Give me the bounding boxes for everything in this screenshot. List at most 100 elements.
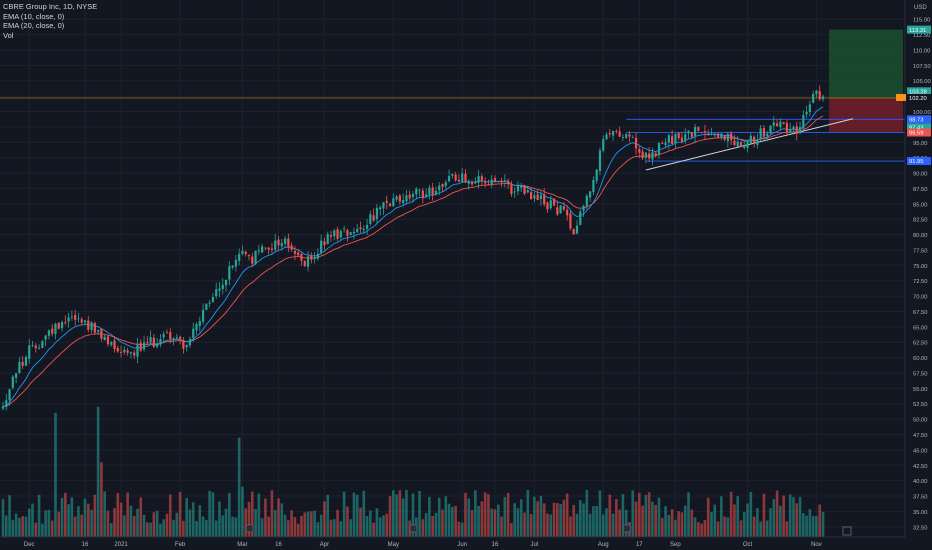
candle bbox=[598, 147, 602, 176]
volume-bar bbox=[552, 502, 556, 537]
volume-bar bbox=[474, 490, 477, 537]
candle-body bbox=[346, 230, 349, 237]
candle-body bbox=[713, 133, 716, 136]
candle-body bbox=[274, 240, 277, 250]
candle-body bbox=[136, 343, 139, 357]
candle-body bbox=[657, 143, 661, 155]
volume-bar bbox=[608, 494, 612, 537]
candle bbox=[516, 181, 520, 195]
grid bbox=[0, 0, 905, 537]
volume-bar bbox=[782, 495, 785, 537]
candle bbox=[320, 234, 323, 256]
volume-bar bbox=[244, 508, 248, 537]
candle bbox=[411, 191, 415, 203]
candle-body bbox=[618, 131, 621, 137]
candle bbox=[280, 238, 283, 251]
candle bbox=[661, 140, 664, 145]
candle-body bbox=[736, 141, 739, 147]
volume-bar bbox=[444, 496, 448, 537]
candle bbox=[74, 309, 77, 326]
candle bbox=[474, 177, 477, 185]
candle bbox=[562, 202, 565, 212]
volume-bar bbox=[421, 519, 425, 537]
candle bbox=[648, 146, 651, 162]
volume-bar bbox=[454, 505, 457, 537]
candle bbox=[156, 337, 159, 349]
candle bbox=[165, 329, 169, 334]
legend-ema20[interactable]: EMA (20, close, 0) bbox=[3, 21, 65, 30]
candle-body bbox=[231, 265, 234, 268]
candle bbox=[379, 205, 382, 216]
volume-bar bbox=[559, 503, 562, 537]
candle bbox=[41, 339, 44, 349]
volume-bar bbox=[595, 506, 598, 537]
candle-body bbox=[779, 121, 782, 128]
volume-bar bbox=[313, 510, 316, 537]
candle bbox=[739, 141, 743, 148]
volume-bar bbox=[736, 496, 740, 537]
volume-bar bbox=[116, 492, 120, 537]
volume-bar bbox=[283, 514, 287, 537]
candle-body bbox=[205, 303, 208, 310]
volume-bar bbox=[346, 506, 349, 537]
volume-bar bbox=[821, 511, 825, 537]
legend-symbol[interactable]: CBRE Group Inc, 1D, NYSE bbox=[3, 2, 98, 11]
candle-body bbox=[11, 376, 14, 388]
volume-bar bbox=[772, 499, 776, 537]
price-tag-label: 91.95 bbox=[909, 159, 924, 165]
candle-body bbox=[457, 179, 461, 182]
candle-body bbox=[772, 122, 775, 126]
candle-body bbox=[369, 214, 372, 224]
volume-bar bbox=[447, 503, 451, 537]
candle-body bbox=[549, 200, 552, 209]
price-tag-bg bbox=[907, 123, 931, 132]
volume-bar bbox=[349, 519, 352, 537]
candle-body bbox=[280, 242, 283, 247]
volume-bar bbox=[96, 406, 100, 537]
time-axis: Dec 16 2021 Feb Mar 16 Apr May Jun 16 Jul Aug 17 Sep O… bbox=[0, 536, 932, 550]
time-tick: Nov bbox=[811, 542, 822, 548]
volume-bar bbox=[703, 519, 707, 537]
candle-body bbox=[782, 122, 785, 124]
price-tick: 70.00 bbox=[913, 295, 928, 301]
legend-vol[interactable]: Vol bbox=[3, 30, 14, 40]
candle-body bbox=[664, 142, 667, 146]
candle-body bbox=[543, 194, 546, 205]
candle bbox=[44, 334, 47, 347]
candle bbox=[782, 121, 785, 125]
volume-bar bbox=[254, 509, 257, 537]
volume-bar bbox=[437, 497, 441, 537]
candle-body bbox=[470, 182, 474, 185]
candle bbox=[211, 292, 215, 303]
candle-body bbox=[195, 323, 198, 331]
candle bbox=[87, 315, 90, 333]
volume-bar bbox=[103, 491, 106, 537]
candle bbox=[507, 178, 510, 189]
candle bbox=[297, 249, 300, 256]
candle-body bbox=[123, 349, 126, 353]
price-tick: 37.50 bbox=[913, 495, 928, 501]
candle bbox=[625, 133, 628, 140]
candle bbox=[136, 337, 139, 364]
legend-ema10[interactable]: EMA (10, close, 0) bbox=[3, 11, 65, 21]
candle bbox=[808, 100, 811, 117]
candle-body bbox=[405, 195, 408, 202]
candle-body bbox=[375, 207, 379, 219]
candle bbox=[434, 186, 438, 196]
volume-bar bbox=[296, 523, 300, 537]
volume-bar bbox=[647, 492, 651, 537]
price-tag: 102.20 bbox=[907, 93, 931, 102]
volume-bar bbox=[690, 509, 694, 537]
candle-body bbox=[192, 328, 195, 338]
price-tick: 35.00 bbox=[913, 510, 928, 516]
price-tick: 55.00 bbox=[913, 387, 928, 393]
candle-body bbox=[329, 235, 333, 237]
candle bbox=[529, 186, 533, 200]
candle bbox=[569, 210, 572, 231]
volume-bar bbox=[224, 508, 228, 537]
candle bbox=[605, 131, 608, 140]
candle bbox=[536, 190, 539, 201]
price-tick: 32.50 bbox=[913, 525, 928, 531]
candle-body bbox=[283, 238, 287, 244]
